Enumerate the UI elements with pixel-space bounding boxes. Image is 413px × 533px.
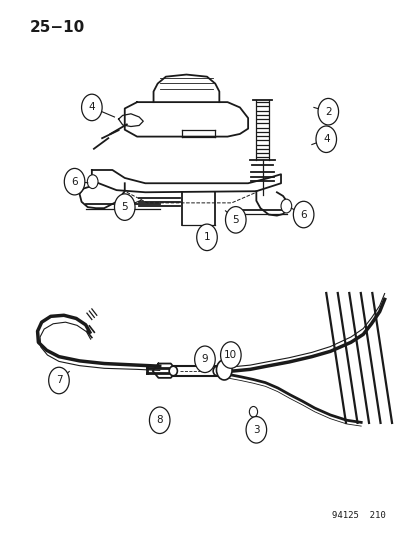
Circle shape <box>220 342 240 368</box>
Text: 94125  210: 94125 210 <box>331 511 385 520</box>
Circle shape <box>317 99 338 125</box>
Circle shape <box>245 417 266 443</box>
Text: 6: 6 <box>71 176 78 187</box>
Ellipse shape <box>169 366 177 376</box>
Circle shape <box>216 360 232 380</box>
Circle shape <box>315 126 336 152</box>
Text: 2: 2 <box>324 107 331 117</box>
Circle shape <box>280 199 291 213</box>
Text: 5: 5 <box>232 215 239 225</box>
Circle shape <box>194 346 215 373</box>
Text: 3: 3 <box>252 425 259 435</box>
Circle shape <box>225 207 245 233</box>
Text: 4: 4 <box>322 134 329 144</box>
Text: 7: 7 <box>55 375 62 385</box>
Circle shape <box>49 367 69 394</box>
Text: 25−10: 25−10 <box>30 20 85 35</box>
Text: 5: 5 <box>121 202 128 212</box>
Text: 10: 10 <box>224 350 237 360</box>
Circle shape <box>87 175 98 189</box>
Text: 6: 6 <box>299 209 306 220</box>
Circle shape <box>114 194 135 220</box>
Text: 4: 4 <box>88 102 95 112</box>
Circle shape <box>149 407 170 433</box>
Circle shape <box>196 224 217 251</box>
Text: 9: 9 <box>201 354 208 364</box>
Text: 8: 8 <box>156 415 163 425</box>
Circle shape <box>81 94 102 120</box>
Circle shape <box>249 407 257 417</box>
Circle shape <box>64 168 85 195</box>
Text: 1: 1 <box>203 232 210 243</box>
Circle shape <box>293 201 313 228</box>
Ellipse shape <box>213 366 221 376</box>
